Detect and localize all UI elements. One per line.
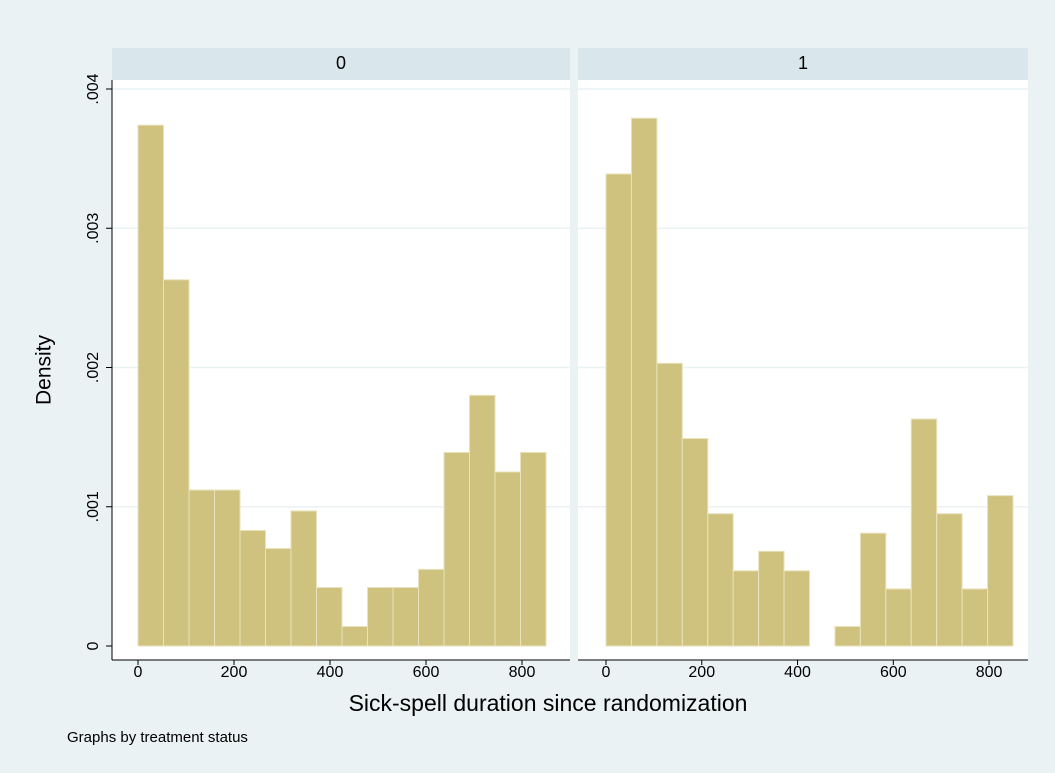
strip [578,48,1028,80]
x-tick-label: 0 [134,664,143,681]
bar [418,568,445,647]
bar [316,587,343,647]
bar [681,438,709,647]
bar [265,548,292,647]
bar [707,513,734,647]
y-tick-label: .002 [85,352,102,383]
panel-title: 0 [336,53,346,73]
y-axis-label: Density [33,334,56,405]
bar [443,451,470,647]
bar [214,489,241,647]
bar [341,626,368,647]
bar [392,587,419,647]
bar [732,570,760,647]
note: Graphs by treatment status [67,729,248,746]
bar [961,588,989,647]
y-tick-label: 0 [85,641,102,650]
x-tick-label: 200 [221,664,248,681]
bar [936,513,963,647]
y-tick-label: .004 [85,73,102,104]
bar [494,471,521,647]
bar [885,588,912,647]
panel-title: 1 [798,53,808,73]
bar [834,626,861,647]
x-tick-label: 200 [688,664,715,681]
strip [112,48,570,80]
y-tick-label: .003 [85,213,102,244]
bar [520,451,547,647]
bar [163,279,190,647]
x-tick-label: 800 [509,664,536,681]
bar [859,532,887,647]
bar [605,173,632,647]
x-tick-label: 400 [317,664,344,681]
bar [987,495,1014,647]
bar [910,418,938,647]
x-tick-label: 0 [602,664,611,681]
bar [137,124,164,647]
bar [630,117,658,647]
bar [656,362,683,647]
x-tick-label: 800 [976,664,1003,681]
x-tick-label: 600 [880,664,907,681]
bar [239,529,266,647]
x-tick-label: 400 [784,664,811,681]
bar [290,510,317,647]
bar [783,570,810,647]
y-tick-label: .001 [85,491,102,522]
bar [367,587,394,647]
x-tick-label: 600 [413,664,440,681]
bar [188,489,215,647]
bar [758,550,785,647]
x-axis-label: Sick-spell duration since randomization [349,690,748,716]
bar [469,394,496,647]
